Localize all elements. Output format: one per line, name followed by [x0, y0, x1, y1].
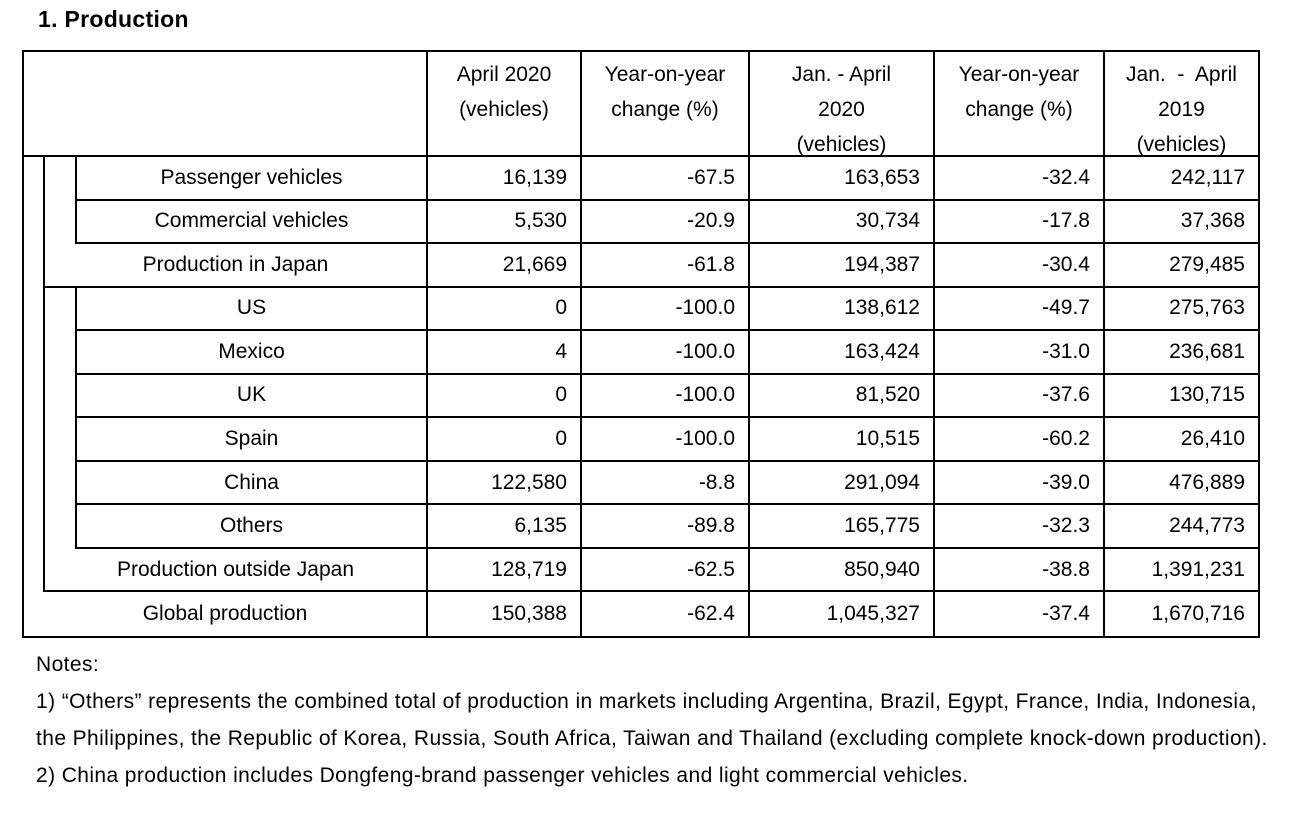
- value-cell: 128,719: [428, 548, 582, 593]
- value-cell: -100.0: [582, 287, 750, 332]
- value-cell: 1,391,231: [1105, 549, 1258, 593]
- header-corner-cell: [24, 52, 428, 157]
- value-cell: 16,139: [428, 157, 582, 201]
- column-header-yoy-change-1: Year-on-year change (%): [582, 52, 750, 157]
- value-cell: -62.4: [582, 592, 750, 636]
- value-cell: -37.6: [935, 374, 1105, 419]
- value-cell: 138,612: [750, 287, 935, 332]
- row-label-spain: Spain: [77, 418, 428, 462]
- value-cell: -32.4: [935, 157, 1105, 201]
- value-cell: -30.4: [935, 244, 1105, 288]
- value-cell: -100.0: [582, 331, 750, 375]
- column-header-yoy-change-2: Year-on-year change (%): [935, 52, 1105, 157]
- value-cell: 236,681: [1105, 331, 1258, 375]
- note-1-line-1: 1) “Others” represents the combined tota…: [36, 690, 1257, 713]
- value-cell: 194,387: [750, 244, 935, 288]
- notes-heading: Notes:: [36, 653, 100, 676]
- indent-strip-outside-japan: [45, 287, 77, 549]
- value-cell: 4: [428, 331, 582, 375]
- value-cell: -100.0: [582, 418, 750, 462]
- row-label-uk: UK: [77, 374, 428, 419]
- row-label-china: China: [77, 461, 428, 506]
- value-cell: 26,410: [1105, 418, 1258, 462]
- value-cell: -61.8: [582, 244, 750, 288]
- row-label-us: US: [77, 287, 428, 332]
- value-cell: -100.0: [582, 374, 750, 419]
- value-cell: 10,515: [750, 418, 935, 462]
- value-cell: 30,734: [750, 200, 935, 245]
- row-label-others: Others: [77, 505, 428, 549]
- value-cell: -49.7: [935, 287, 1105, 332]
- value-cell: -39.0: [935, 461, 1105, 506]
- note-1-line-2: the Philippines, the Republic of Korea, …: [36, 727, 1268, 750]
- value-cell: 1,670,716: [1151, 602, 1245, 626]
- value-cell: -38.8: [935, 548, 1105, 593]
- value-cell: 150,388: [428, 592, 582, 636]
- value-cell: 37,368: [1105, 201, 1258, 245]
- value-cell: 0: [428, 374, 582, 419]
- value-cell: -37.4: [935, 592, 1105, 636]
- value-cell: 242,117: [1105, 157, 1258, 201]
- value-cell: 275,763: [1105, 288, 1258, 332]
- column-header-jan-april-2020: Jan. - April 2020 (vehicles): [750, 52, 935, 157]
- value-cell: -67.5: [582, 157, 750, 201]
- value-cell: 21,669: [428, 244, 582, 288]
- row-label-commercial-vehicles: Commercial vehicles: [77, 200, 428, 245]
- row-label-production-outside-japan: Production outside Japan: [45, 548, 428, 593]
- value-cell: 163,653: [750, 157, 935, 201]
- value-cell: -60.2: [935, 418, 1105, 462]
- value-cell: -20.9: [582, 200, 750, 245]
- row-label-passenger-vehicles: Passenger vehicles: [77, 157, 428, 201]
- value-cell: -17.8: [935, 200, 1105, 245]
- production-table: April 2020 (vehicles) Year-on-year chang…: [22, 50, 1260, 638]
- value-cell: 850,940: [750, 548, 935, 593]
- value-cell: -89.8: [582, 505, 750, 549]
- value-cell: -32.3: [935, 505, 1105, 549]
- value-cell: -62.5: [582, 548, 750, 593]
- column-header-april-2020: April 2020 (vehicles): [428, 52, 582, 157]
- row-label-production-in-japan: Production in Japan: [45, 244, 428, 288]
- value-cell: 163,424: [750, 331, 935, 375]
- row-label-global-production: Global production: [24, 592, 428, 636]
- value-cell: -31.0: [935, 331, 1105, 375]
- value-cell: 476,889: [1105, 462, 1258, 506]
- indent-strip-japan: [45, 157, 77, 245]
- value-cell: 0: [428, 418, 582, 462]
- page-title: 1. Production: [38, 6, 189, 32]
- value-cell: 291,094: [750, 461, 935, 506]
- value-cell: 130,715: [1105, 375, 1258, 419]
- value-cell: 6,135: [428, 505, 582, 549]
- row-label-mexico: Mexico: [77, 331, 428, 375]
- notes-section: Notes: 1) “Others” represents the combin…: [36, 646, 1268, 794]
- value-cell: 165,775: [750, 505, 935, 549]
- value-cell: -8.8: [582, 461, 750, 506]
- value-cell: 1,045,327: [750, 592, 935, 636]
- value-cell: 0: [428, 287, 582, 332]
- value-cell: 279,485: [1105, 244, 1258, 288]
- value-cell: 5,530: [428, 200, 582, 245]
- value-cell: 122,580: [428, 461, 582, 506]
- column-header-jan-april-2019: Jan. - April 2019 (vehicles): [1105, 52, 1258, 157]
- value-cell: 81,520: [750, 374, 935, 419]
- note-2: 2) China production includes Dongfeng-br…: [36, 764, 969, 787]
- value-cell: 244,773: [1105, 505, 1258, 549]
- indent-strip-global: [24, 157, 45, 593]
